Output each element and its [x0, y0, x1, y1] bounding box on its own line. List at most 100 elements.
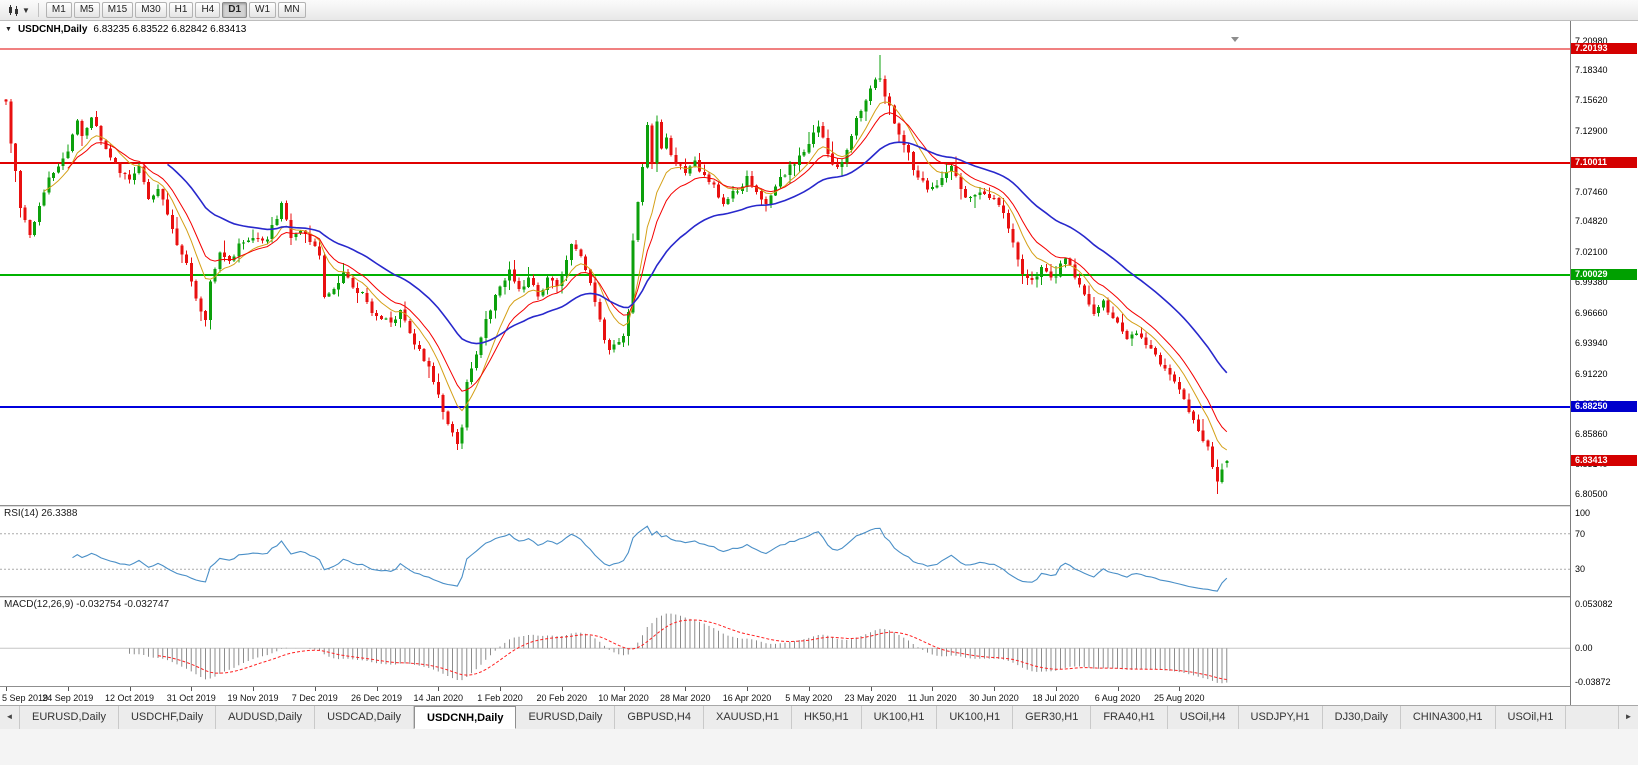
chart-tab-usdchf-daily[interactable]: USDCHF,Daily [119, 706, 217, 729]
date-tick [376, 687, 378, 691]
date-axis-label: 5 Sep 2019 [2, 693, 49, 703]
date-axis-label: 6 Aug 2020 [1094, 693, 1141, 703]
date-axis-label: 24 Sep 2019 [42, 693, 94, 703]
date-axis-label: 25 Aug 2020 [1153, 693, 1205, 703]
date-axis-label: 5 May 2020 [785, 693, 833, 703]
chart-tab-usoil-h1[interactable]: USOil,H1 [1496, 706, 1567, 729]
timeframe-button-d1[interactable]: D1 [222, 2, 248, 18]
chart-tab-usoil-h4[interactable]: USOil,H4 [1168, 706, 1239, 729]
price-badge: 6.83413 [1571, 455, 1637, 467]
chart-tab-usdcnh-daily[interactable]: USDCNH,Daily [414, 706, 517, 729]
macd-pane[interactable]: MACD(12,26,9) -0.032754 -0.032747 [0, 598, 1570, 686]
timeframe-button-m15[interactable]: M15 [101, 2, 134, 18]
price-axis-label: 7.04820 [1575, 216, 1608, 227]
date-tick [747, 687, 748, 691]
chart-tab-uk100-h1[interactable]: UK100,H1 [937, 706, 1014, 729]
date-tick [253, 687, 254, 691]
timeframe-buttons: M1 M5 M15 M30 H1 H4 D1 W1 MN [45, 2, 306, 18]
macd-axis-label: 0.053082 [1575, 599, 1613, 609]
chart-tab-dj30-daily[interactable]: DJ30,Daily [1323, 706, 1401, 729]
chart-shift-marker[interactable] [1230, 37, 1239, 42]
chart-tab-audusd-daily[interactable]: AUDUSD,Daily [216, 706, 316, 729]
chart-tab-gbpusd-h4[interactable]: GBPUSD,H4 [615, 706, 704, 729]
date-axis-label: 20 Feb 2020 [536, 693, 588, 703]
chart-symbol-title: USDCNH,Daily [17, 23, 88, 35]
date-tick [808, 687, 810, 691]
candlestick-chart-icon [9, 4, 18, 16]
date-axis-label: 11 Jun 2020 [907, 693, 957, 703]
date-tick [1117, 687, 1119, 691]
tab-scroll-left-icon[interactable]: ◄ [0, 706, 20, 729]
price-badge: 7.00029 [1571, 268, 1637, 280]
rsi-plot[interactable] [0, 507, 1570, 596]
main-chart-pane[interactable] [0, 37, 1570, 505]
price-axis-label: 7.02100 [1575, 246, 1608, 257]
timeframe-button-h4[interactable]: H4 [195, 2, 221, 18]
date-axis-label: 19 Nov 2019 [227, 693, 279, 703]
price-axis-label: 6.99380 [1575, 277, 1608, 288]
date-tick [932, 687, 934, 691]
tab-scroll-right-icon[interactable]: ► [1618, 706, 1638, 729]
timeframe-button-m1[interactable]: M1 [45, 2, 72, 18]
chart-tab-bar: ◄ EURUSD,Daily USDCHF,Daily AUDUSD,Daily US… [0, 705, 1638, 729]
timeframe-button-m30[interactable]: M30 [135, 2, 167, 18]
date-axis-label: 1 Feb 2020 [477, 693, 523, 703]
pane-splitter[interactable] [0, 596, 1570, 598]
date-axis-label: 14 Jan 2020 [413, 693, 464, 703]
date-axis-label: 7 Dec 2019 [291, 693, 338, 703]
chart-tab-usdjpy-h1[interactable]: USDJPY,H1 [1239, 706, 1323, 729]
chart-tab-xauusd-h1[interactable]: XAUUSD,H1 [704, 706, 792, 729]
date-axis-label: 31 Oct 2019 [166, 693, 216, 703]
chart-type-button[interactable]: ▼ [4, 2, 33, 19]
price-axis-label: 7.15620 [1575, 95, 1608, 106]
collapse-arrow-icon[interactable]: ▼ [5, 25, 12, 33]
macd-axis-label: -0.03872 [1575, 677, 1611, 687]
macd-plot[interactable] [0, 598, 1570, 686]
timeframe-button-mn[interactable]: MN [278, 2, 306, 18]
candlestick-plot[interactable] [0, 37, 1570, 505]
timeframe-button-w1[interactable]: W1 [249, 2, 277, 18]
price-axis[interactable]: 7.209807.183407.156207.129007.101707.074… [1570, 21, 1638, 705]
price-axis-label: 7.20980 [1575, 36, 1608, 46]
date-tick [870, 687, 872, 691]
price-axis-label: 6.96660 [1575, 307, 1608, 318]
plot-stack: RSI(14) 26.3388 MACD(12,26,9) -0.032754 … [0, 37, 1570, 705]
date-axis-label: 23 May 2020 [844, 693, 897, 703]
chart-tab-hk50-h1[interactable]: HK50,H1 [792, 706, 862, 729]
timeframe-button-h1[interactable]: H1 [168, 2, 194, 18]
pane-splitter[interactable] [0, 505, 1570, 507]
rsi-label: RSI(14) 26.3388 [4, 508, 78, 519]
rsi-pane[interactable]: RSI(14) 26.3388 [0, 507, 1570, 596]
chart-tab-eurusd-daily[interactable]: EURUSD,Daily [20, 706, 119, 729]
toolbar-separator [37, 3, 39, 17]
date-axis[interactable]: 5 Sep 2019 24 Sep 2019 12 Oct 2019 31 Oct 2… [0, 686, 1570, 705]
chart-window: ▼ USDCNH,Daily 6.83235 6.83522 6.82842 6… [0, 21, 1638, 705]
date-tick [1055, 687, 1057, 691]
chart-ohlc-values: 6.83235 6.83522 6.82842 6.83413 [93, 23, 247, 35]
date-tick [129, 687, 131, 691]
price-axis-label: 7.07460 [1575, 186, 1608, 197]
price-axis-label: 6.80500 [1575, 488, 1608, 499]
chart-tab-usdcad-daily[interactable]: USDCAD,Daily [315, 706, 415, 729]
price-badge: 7.10011 [1571, 157, 1637, 168]
rsi-axis-label: 30 [1575, 564, 1586, 575]
date-tick [500, 687, 501, 691]
date-tick [6, 687, 7, 691]
date-tick [438, 687, 440, 691]
chart-tab-china300-h1[interactable]: CHINA300,H1 [1401, 706, 1496, 729]
chart-tab-fra40-h1[interactable]: FRA40,H1 [1091, 706, 1168, 729]
date-axis-label: 26 Dec 2019 [350, 693, 403, 703]
chart-title-bar: ▼ USDCNH,Daily 6.83235 6.83522 6.82842 6… [0, 21, 1638, 37]
chart-tab-eurusd-daily[interactable]: EURUSD,Daily [516, 706, 616, 729]
date-tick [1179, 687, 1181, 691]
tab-list: EURUSD,Daily USDCHF,Daily AUDUSD,Daily USDC… [20, 706, 1567, 729]
timeframe-toolbar: ▼ M1 M5 M15 M30 H1 H4 D1 W1 MN [0, 0, 1638, 21]
timeframe-button-m5[interactable]: M5 [73, 2, 100, 18]
price-badge: 7.20193 [1571, 42, 1637, 54]
macd-axis-label: 0.00 [1575, 643, 1593, 654]
chart-tab-ger30-h1[interactable]: GER30,H1 [1013, 706, 1092, 729]
date-axis-label: 10 Mar 2020 [598, 693, 649, 703]
price-axis-label: 7.18340 [1575, 64, 1608, 75]
chart-tab-uk100-h1[interactable]: UK100,H1 [862, 706, 938, 729]
